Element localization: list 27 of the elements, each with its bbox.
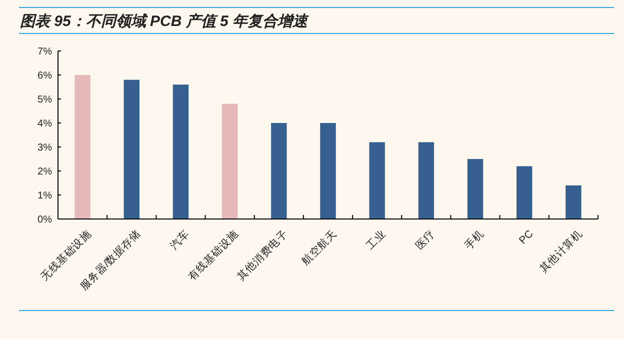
x-tick-label: 其他计算机 [536, 227, 585, 276]
x-tick-label: 汽车 [167, 227, 192, 252]
bar [271, 123, 287, 219]
x-tick-label: PC [516, 228, 536, 247]
bar [418, 142, 434, 219]
x-tick-label: 工业 [364, 227, 388, 252]
chart-title: 图表 95：不同领域 PCB 产值 5 年复合增速 [20, 12, 310, 30]
y-tick-label: 2% [38, 166, 52, 178]
y-tick-label: 7% [38, 46, 52, 58]
bar [320, 123, 336, 219]
x-tick-label: 手机 [462, 227, 487, 252]
y-tick-label: 3% [38, 142, 52, 154]
x-tick-label: 航空航天 [299, 227, 340, 268]
bar [369, 142, 385, 219]
y-tick-label: 1% [38, 190, 52, 202]
y-tick-label: 5% [38, 94, 52, 106]
bar [566, 185, 582, 219]
bar [74, 75, 90, 219]
bar [172, 84, 189, 219]
bar [467, 159, 484, 219]
bar [222, 104, 238, 219]
y-tick-label: 4% [38, 118, 52, 130]
y-tick-label: 6% [38, 70, 52, 82]
bar [124, 80, 140, 219]
x-tick-label: 医疗 [412, 227, 438, 252]
y-tick-label: 0% [38, 214, 52, 226]
bar [516, 166, 532, 219]
